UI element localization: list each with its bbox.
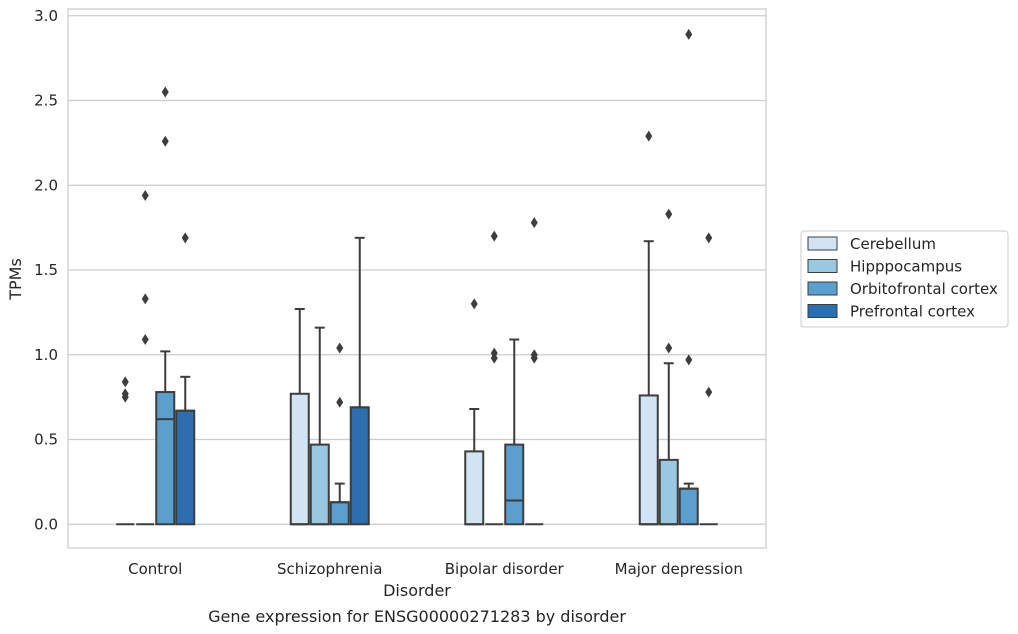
box-body [504,443,525,526]
x-tick-label: Major depression [615,560,743,578]
box-4-1 [175,232,196,526]
y-tick-label: 2.5 [34,92,58,110]
outlier-point [121,391,129,403]
outlier-point [665,342,673,354]
legend-swatch [807,259,838,273]
legend-swatch [807,281,838,296]
outlier-point [470,298,478,310]
box-3-1 [155,86,176,526]
box-3-2 [329,342,350,526]
y-tick-label: 1.0 [34,346,58,364]
box-1-4 [638,130,659,526]
box-body [309,443,330,526]
plot-area-frame [67,8,767,549]
outlier-point [685,354,693,366]
box-body [464,450,485,526]
x-tick-labels: Control Schizophrenia Bipolar disorder Majo… [128,560,743,578]
legend-frame [800,230,1009,328]
legend-swatch [807,236,838,251]
legend-label: Cerebellum [850,235,936,253]
outlier-point [705,386,713,398]
box-4-3 [525,217,544,526]
outlier-point [181,232,189,244]
y-tick-label: 0.0 [34,515,58,533]
legend: Cerebellum Hipppocampus Orbitofrontal cort… [800,230,1009,328]
outlier-point [141,189,149,201]
outlier-point [490,352,498,364]
box-body [175,409,196,526]
outlier-point [665,208,673,220]
y-tick-label: 1.5 [34,261,58,279]
y-tick-labels: 0.0 0.5 1.0 1.5 2.0 2.5 3.0 [34,7,58,533]
outlier-point [336,342,344,354]
outlier-point [685,28,693,40]
legend-label: Orbitofrontal cortex [850,280,998,298]
outlier-point [705,232,713,244]
box-3-3 [504,338,525,526]
x-tick-label: Control [128,560,182,578]
x-axis-title: Disorder [383,581,451,600]
box-4-4 [699,232,718,526]
box-4-2 [349,236,370,526]
box-2-3 [485,230,504,526]
box-2-4 [658,208,679,526]
outlier-point [141,334,149,346]
box-body [329,501,350,526]
outlier-point [161,86,169,98]
chart-caption: Gene expression for ENSG00000271283 by d… [208,607,626,626]
box-2-1 [136,189,155,526]
box-body [678,487,699,526]
x-tick-label: Schizophrenia [277,560,382,578]
outlier-point [530,352,538,364]
boxes [116,28,718,526]
box-1-3 [464,298,485,526]
outlier-point [141,293,149,305]
box-body [638,394,659,526]
y-tick-label: 2.0 [34,176,58,194]
y-axis-title: TPMs [6,258,25,301]
box-1-2 [289,308,310,526]
legend-swatch [807,304,838,318]
outlier-point [336,396,344,408]
box-body [349,406,370,526]
box-body [289,392,310,526]
box-2-2 [309,326,330,526]
box-body [658,458,679,526]
outlier-point [530,217,538,229]
outlier-point [121,376,129,388]
outlier-point [161,135,169,147]
box-body [155,391,176,526]
legend-label: Hipppocampus [850,258,962,276]
y-tick-label: 3.0 [34,7,58,25]
box-3-4 [678,28,699,526]
y-tick-label: 0.5 [34,431,58,449]
outlier-point [645,130,653,142]
box-1-1 [116,376,135,526]
outlier-point [490,230,498,242]
legend-label: Prefrontal cortex [850,303,975,321]
x-tick-label: Bipolar disorder [445,560,565,578]
